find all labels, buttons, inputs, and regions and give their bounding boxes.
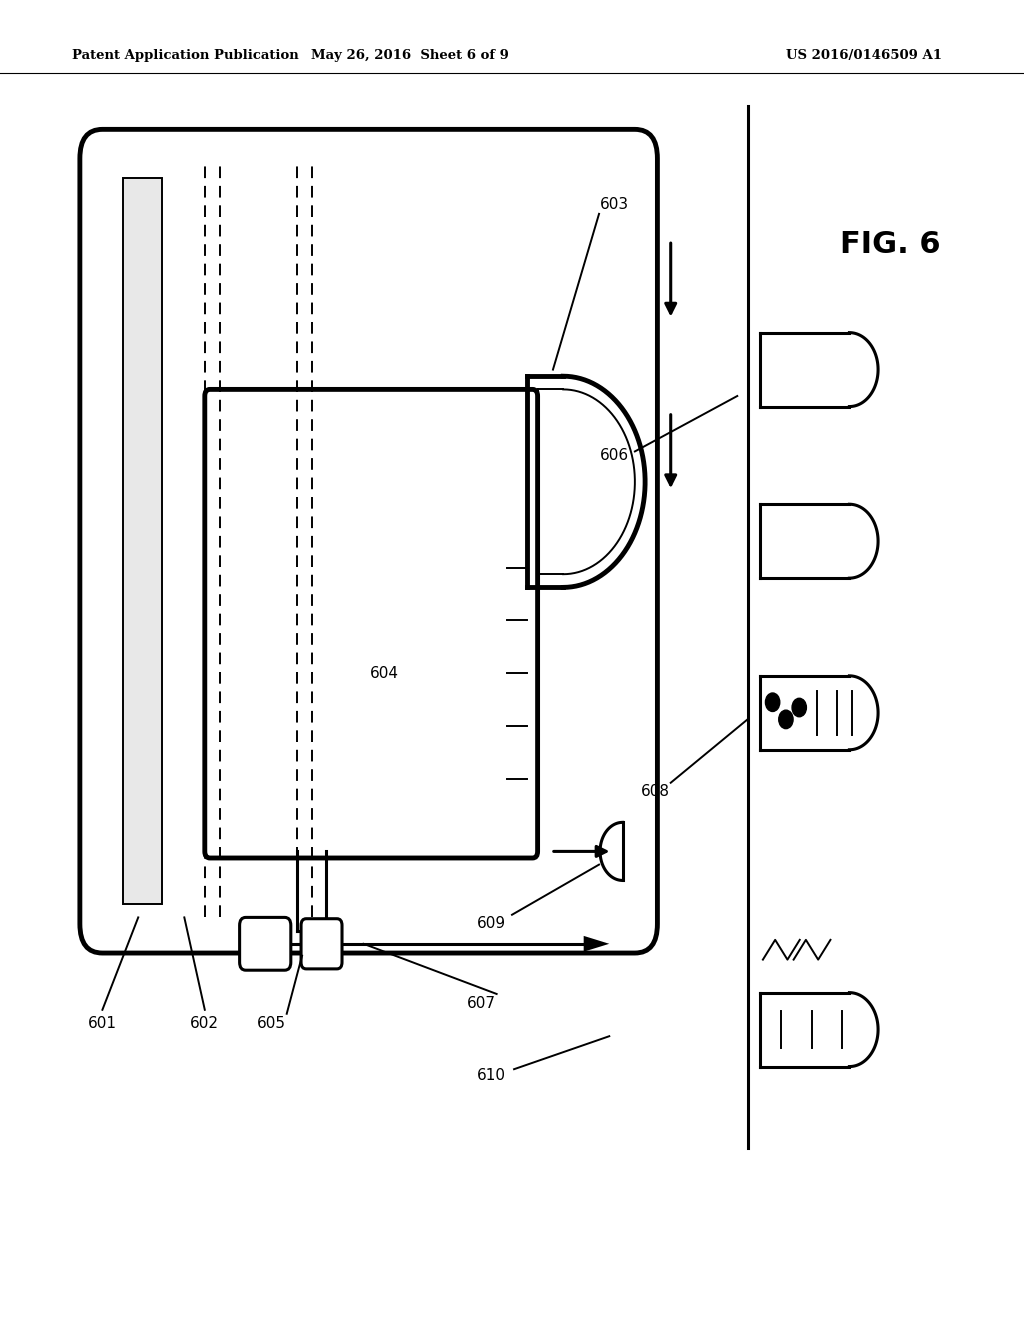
Text: 609: 609 xyxy=(477,916,506,932)
FancyBboxPatch shape xyxy=(205,389,538,858)
Text: 606: 606 xyxy=(600,447,629,463)
Polygon shape xyxy=(584,936,609,952)
Text: US 2016/0146509 A1: US 2016/0146509 A1 xyxy=(786,49,942,62)
Text: 605: 605 xyxy=(257,1015,286,1031)
Text: 610: 610 xyxy=(477,1068,506,1084)
Text: 601: 601 xyxy=(88,1015,117,1031)
Text: 604: 604 xyxy=(370,665,398,681)
FancyBboxPatch shape xyxy=(240,917,291,970)
FancyBboxPatch shape xyxy=(80,129,657,953)
Text: FIG. 6: FIG. 6 xyxy=(840,230,940,259)
Bar xyxy=(123,178,162,904)
Text: 603: 603 xyxy=(600,197,629,213)
Circle shape xyxy=(793,698,807,717)
Circle shape xyxy=(766,693,780,711)
Text: 607: 607 xyxy=(467,995,496,1011)
Text: 602: 602 xyxy=(190,1015,219,1031)
Circle shape xyxy=(779,710,794,729)
Text: Patent Application Publication: Patent Application Publication xyxy=(72,49,298,62)
Text: May 26, 2016  Sheet 6 of 9: May 26, 2016 Sheet 6 of 9 xyxy=(310,49,509,62)
FancyBboxPatch shape xyxy=(301,919,342,969)
Text: 608: 608 xyxy=(641,784,670,800)
